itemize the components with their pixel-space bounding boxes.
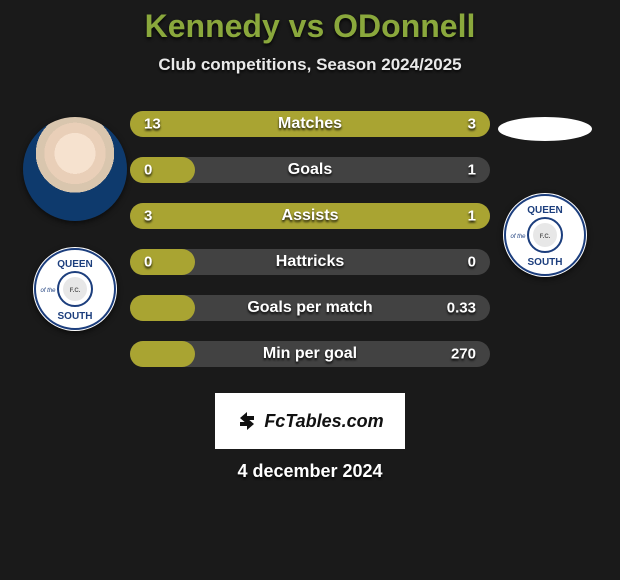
bar-fill <box>130 341 195 367</box>
bar-right-value: 270 <box>451 346 476 363</box>
bar-fill <box>130 295 195 321</box>
bar-label: Assists <box>282 207 339 225</box>
player-right-crest: QUEEN of the SOUTH F.C. <box>503 193 587 277</box>
bar-left-value: 0 <box>144 162 152 179</box>
attribution-text: FcTables.com <box>264 411 383 432</box>
content-row: QUEEN of the SOUTH F.C. 13Matches30Goals… <box>0 111 620 367</box>
page-title: Kennedy vs ODonnell <box>0 8 620 45</box>
crest-bottom-text: SOUTH <box>528 257 563 268</box>
crest-bottom-text: SOUTH <box>58 311 93 322</box>
stat-bar-row: Min per goal 270 <box>130 341 490 367</box>
stat-bars: 13Matches30Goals13Assists10Hattricks0Goa… <box>130 111 490 367</box>
bar-right-value: 3 <box>468 116 476 133</box>
page-subtitle: Club competitions, Season 2024/2025 <box>0 55 620 75</box>
bar-right-value: 1 <box>468 208 476 225</box>
bar-label: Goals <box>288 161 332 179</box>
fctables-logo-icon <box>236 410 258 432</box>
stat-bar-row: 0 Hattricks 0 <box>130 249 490 275</box>
crest-icon: QUEEN of the SOUTH F.C. <box>33 247 117 331</box>
bar-right-value: 0 <box>468 254 476 271</box>
crest-center-text: F.C. <box>70 288 81 294</box>
bar-label: Matches <box>278 115 342 133</box>
bar-right-value: 0.33 <box>447 300 476 317</box>
player-left-crest: QUEEN of the SOUTH F.C. <box>33 247 117 331</box>
bar-label: Goals per match <box>247 299 372 317</box>
bar-left-value: 3 <box>144 208 152 225</box>
bar-left-value: 13 <box>144 116 161 133</box>
crest-top-text: QUEEN <box>527 205 563 216</box>
crest-left-text: of the <box>40 288 56 294</box>
player-right-avatar <box>498 117 592 141</box>
date-text: 4 december 2024 <box>0 461 620 482</box>
bar-left-value: 0 <box>144 254 152 271</box>
right-player-column: QUEEN of the SOUTH F.C. <box>490 111 600 277</box>
crest-icon: QUEEN of the SOUTH F.C. <box>503 193 587 277</box>
left-player-column: QUEEN of the SOUTH F.C. <box>20 111 130 331</box>
attribution-banner: FcTables.com <box>215 393 405 449</box>
stat-bar-row: 13 Matches 3 <box>130 111 490 137</box>
crest-center-text: F.C. <box>540 234 551 240</box>
bar-label: Hattricks <box>276 253 344 271</box>
bar-right-value: 1 <box>468 162 476 179</box>
crest-left-text: of the <box>510 234 526 240</box>
stat-bar-row: 0 Goals 1 <box>130 157 490 183</box>
player-left-avatar <box>23 117 127 221</box>
stat-bar-row: 3 Assists 1 <box>130 203 490 229</box>
stat-bar-row: Goals per match 0.33 <box>130 295 490 321</box>
crest-top-text: QUEEN <box>57 259 93 270</box>
bar-label: Min per goal <box>263 345 357 363</box>
bar-fill <box>130 157 195 183</box>
bar-fill <box>130 249 195 275</box>
comparison-infographic: Kennedy vs ODonnell Club competitions, S… <box>0 0 620 482</box>
